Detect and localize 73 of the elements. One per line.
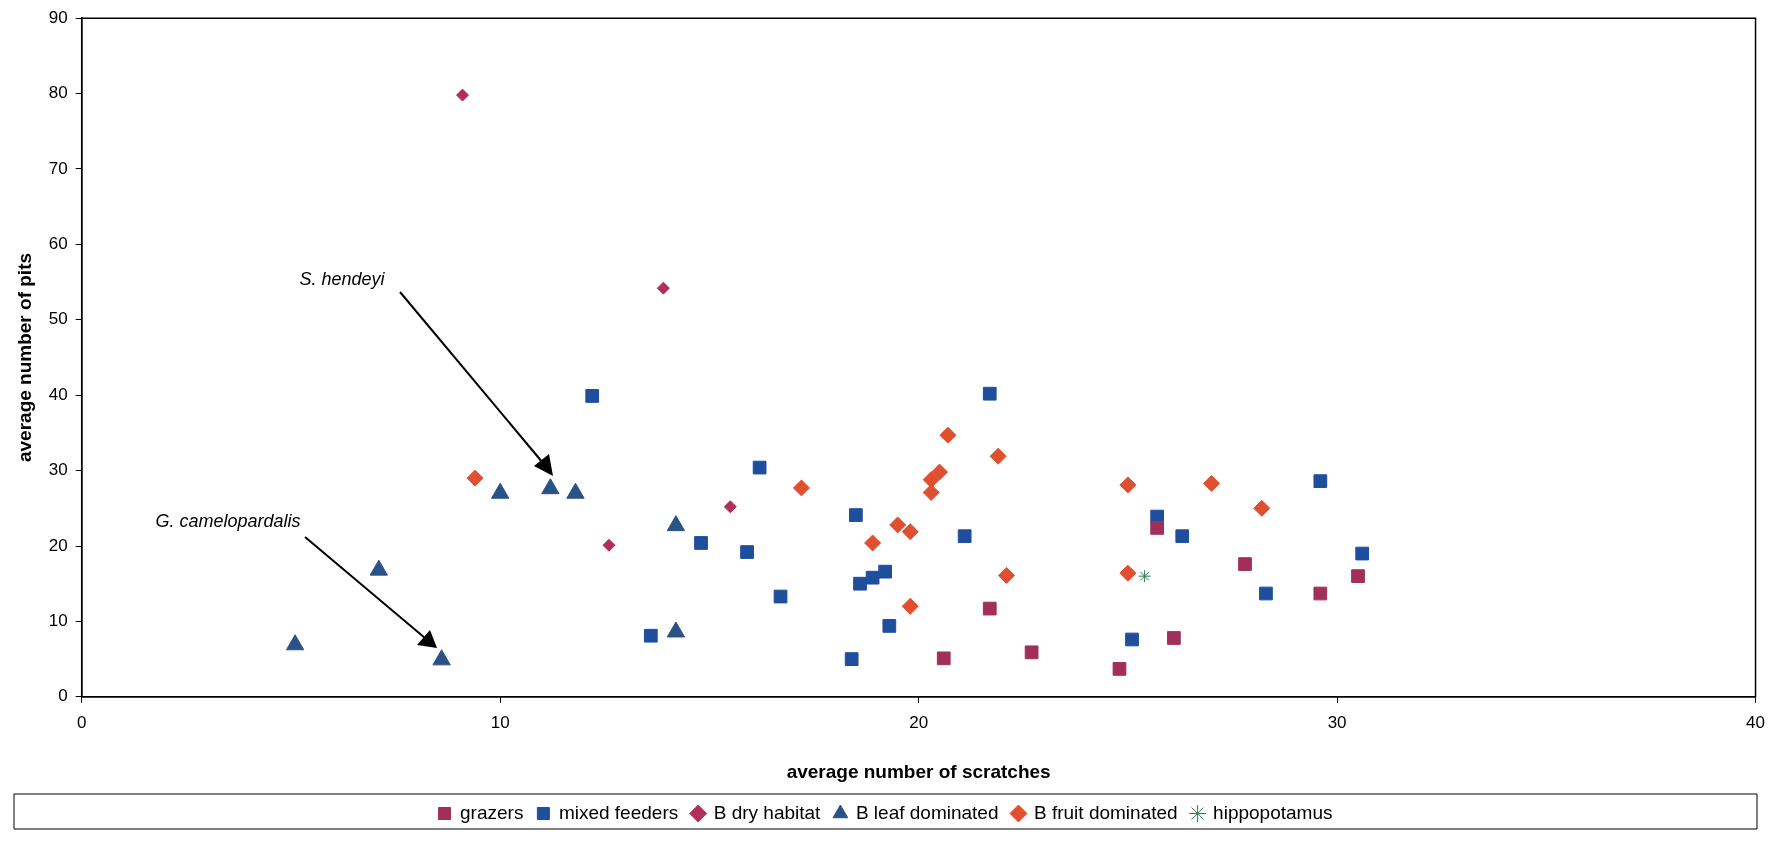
y-tick-label: 70 [48,158,68,178]
point [939,426,957,444]
x-tick-label: 10 [490,712,510,732]
point [602,538,616,552]
point [864,534,882,552]
y-tick-label: 30 [48,460,68,480]
point [982,386,997,401]
point [1024,645,1039,660]
point [865,570,880,585]
point [466,469,484,487]
point [723,500,737,514]
point [889,516,907,534]
legend-label: grazers [460,801,524,823]
point [656,281,670,295]
point [1167,631,1181,645]
x-tick-label: 20 [909,712,929,732]
y-tick-label: 0 [58,686,68,706]
point [1175,529,1190,544]
y-tick-label: 10 [48,611,68,631]
point [901,523,919,541]
point [931,463,949,481]
point [878,564,893,579]
legend-label: mixed feeders [558,801,679,823]
point [456,88,470,102]
point [773,589,788,604]
point [1125,632,1139,647]
annotation: S. hendeyi [299,269,386,289]
point [1203,474,1221,492]
x-tick-label: 0 [76,712,87,732]
legend-label: B dry habitat [713,801,822,823]
point [1119,476,1137,494]
point [853,576,867,591]
y-tick-label: 20 [48,535,68,555]
point [922,471,940,489]
point [844,652,859,666]
point [585,389,600,403]
point [1112,662,1127,676]
point [1313,474,1328,489]
point [901,597,919,615]
point [882,619,897,633]
y-tick-label: 90 [48,7,68,27]
point [1119,564,1137,582]
legend-label: B leaf dominated [855,801,999,823]
point [936,651,951,666]
point [998,566,1015,584]
point [957,529,972,544]
point [1138,569,1152,583]
y-tick-label: 80 [48,83,68,103]
point [752,460,767,475]
x-tick-label: 40 [1746,712,1766,732]
legend-label: hippopotamus [1213,801,1333,823]
point [1351,569,1365,584]
point [694,536,708,550]
x-tick-label: 30 [1327,712,1347,732]
x-axis-title: average number of scratches [786,760,1051,782]
y-tick-label: 50 [48,309,68,329]
point [643,628,658,643]
point [740,545,754,559]
legend-label: B fruit dominated [1033,801,1178,823]
point [1313,586,1328,601]
point [1238,557,1252,571]
point [1259,586,1273,601]
point [989,447,1007,465]
point [1355,546,1370,561]
y-tick-label: 60 [48,234,68,254]
point [1253,499,1271,517]
y-axis-title: average number of pits [13,252,35,463]
y-tick-label: 40 [48,384,68,404]
annotation: G. camelopardalis [155,511,301,531]
point [1150,521,1165,535]
point [848,508,863,522]
point [982,601,997,616]
point [792,479,810,497]
